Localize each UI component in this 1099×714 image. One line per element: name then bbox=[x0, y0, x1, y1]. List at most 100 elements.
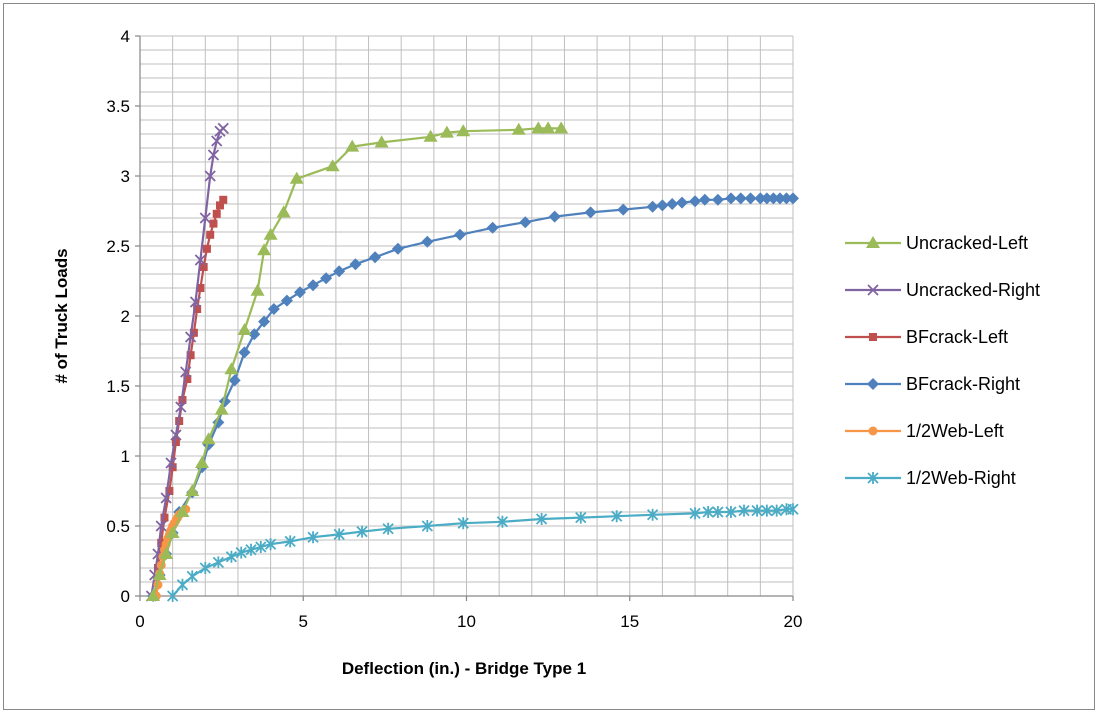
data-point-bfcrack-right bbox=[349, 258, 362, 271]
legend-item-1-2web-right: 1/2Web-Right bbox=[845, 468, 1016, 488]
data-point-bfcrack-right bbox=[617, 203, 630, 216]
data-point-uncracked-right bbox=[170, 429, 182, 441]
data-point-uncracked-right bbox=[175, 401, 187, 413]
data-point-uncracked-left bbox=[511, 122, 526, 135]
data-point-bfcrack-left bbox=[212, 209, 221, 218]
data-point-bfcrack-left bbox=[199, 263, 208, 271]
data-point-1-2web-right bbox=[186, 570, 198, 583]
data-point-bfcrack-right bbox=[248, 328, 261, 341]
data-point-uncracked-left bbox=[374, 135, 389, 148]
data-point-1-2web-right bbox=[176, 578, 189, 591]
y-tick-label: 3.5 bbox=[106, 97, 130, 116]
data-point-1-2web-right bbox=[611, 510, 623, 523]
x-tick-label: 10 bbox=[457, 612, 476, 631]
series-1-2web-right bbox=[167, 503, 799, 602]
data-point-bfcrack-right bbox=[744, 192, 757, 205]
chart-grid bbox=[140, 35, 793, 596]
data-point-1-2web-right bbox=[356, 525, 368, 538]
series-line-bfcrack-right bbox=[152, 197, 793, 597]
series-bfcrack-left bbox=[150, 195, 228, 600]
x-tick-label: 0 bbox=[135, 612, 144, 631]
legend-item-uncracked-left: Uncracked-Left bbox=[845, 233, 1028, 253]
data-point-1-2web-right bbox=[738, 504, 750, 517]
y-tick-label: 1.5 bbox=[106, 377, 130, 396]
data-point-1-2web-right bbox=[535, 513, 548, 525]
data-point-uncracked-left bbox=[146, 589, 161, 601]
legend-label: BFcrack-Left bbox=[906, 327, 1008, 347]
legend-label: Uncracked-Right bbox=[906, 280, 1040, 300]
data-point-bfcrack-right bbox=[787, 192, 799, 205]
data-point-uncracked-left bbox=[423, 129, 438, 142]
data-point-1-2web-right bbox=[575, 511, 587, 524]
data-point-1-2web-right bbox=[787, 503, 799, 516]
x-tick-label: 15 bbox=[620, 612, 639, 631]
legend-item-uncracked-right: Uncracked-Right bbox=[845, 280, 1040, 300]
data-point-bfcrack-right bbox=[238, 346, 251, 359]
y-tick-label: 0.5 bbox=[106, 517, 130, 536]
legend-marker bbox=[867, 378, 879, 390]
data-point-bfcrack-right bbox=[698, 193, 711, 206]
data-point-1-2web-right bbox=[264, 538, 277, 551]
data-point-uncracked-left bbox=[224, 362, 239, 375]
data-point-bfcrack-right bbox=[646, 200, 659, 213]
data-point-1-2web-right bbox=[689, 507, 701, 520]
data-point-bfcrack-right bbox=[656, 199, 669, 212]
data-point-bfcrack-right bbox=[320, 272, 333, 285]
data-point-1-2web-right bbox=[646, 508, 659, 521]
data-point-bfcrack-left bbox=[206, 230, 215, 239]
y-tick-label: 0 bbox=[121, 587, 130, 606]
data-point-bfcrack-left bbox=[219, 195, 228, 204]
legend-label: Uncracked-Left bbox=[906, 233, 1028, 253]
x-tick-label: 5 bbox=[299, 612, 308, 631]
series-line-1-2web-right bbox=[171, 508, 793, 597]
data-point-bfcrack-right bbox=[767, 192, 780, 205]
series-line-uncracked-right bbox=[150, 127, 225, 597]
data-point-uncracked-left bbox=[554, 121, 569, 134]
legend-item-bfcrack-right: BFcrack-Right bbox=[845, 374, 1020, 394]
y-tick-label: 4 bbox=[121, 27, 130, 46]
legend-marker bbox=[867, 472, 879, 484]
data-point-1-2web-right bbox=[712, 506, 724, 518]
data-point-uncracked-left bbox=[257, 243, 272, 256]
data-point-bfcrack-left bbox=[196, 284, 205, 292]
data-point-uncracked-left bbox=[250, 283, 265, 296]
series-bfcrack-right bbox=[147, 192, 799, 602]
data-point-1-2web-right bbox=[421, 520, 433, 532]
data-point-uncracked-right bbox=[217, 122, 229, 135]
data-point-bfcrack-right bbox=[519, 216, 532, 229]
series-uncracked-left bbox=[146, 121, 569, 601]
y-axis-title: # of Truck Loads bbox=[52, 248, 71, 383]
data-point-bfcrack-left bbox=[171, 438, 180, 446]
data-point-bfcrack-right bbox=[391, 242, 404, 255]
legend-label: 1/2Web-Right bbox=[906, 468, 1016, 488]
data-point-1-2web-right bbox=[255, 541, 267, 553]
data-point-bfcrack-left bbox=[193, 305, 202, 313]
data-point-1-2web-right bbox=[333, 528, 345, 541]
data-point-bfcrack-right bbox=[548, 210, 561, 223]
data-point-uncracked-left bbox=[195, 456, 210, 468]
data-point-bfcrack-right bbox=[711, 193, 724, 206]
data-point-uncracked-left bbox=[152, 568, 167, 580]
data-point-1-2web-right bbox=[771, 504, 783, 517]
legend-marker bbox=[867, 284, 879, 296]
data-point-bfcrack-right bbox=[293, 286, 306, 299]
data-point-uncracked-right bbox=[189, 296, 202, 308]
data-point-uncracked-left bbox=[439, 125, 454, 138]
legend-label: BFcrack-Right bbox=[906, 374, 1020, 394]
data-point-1-2web-right bbox=[725, 506, 737, 518]
data-point-uncracked-right bbox=[180, 366, 192, 378]
tick-labels: 0 0.5 1 1.5 2 2.5 3 3.5 4 0 5 10 15 20 bbox=[106, 27, 802, 631]
data-point-bfcrack-right bbox=[228, 374, 241, 387]
data-point-bfcrack-left bbox=[160, 513, 169, 522]
data-point-bfcrack-right bbox=[754, 192, 767, 205]
data-point-1-2web-right bbox=[235, 546, 247, 559]
data-point-uncracked-right bbox=[184, 331, 197, 343]
data-point-bfcrack-left bbox=[215, 201, 224, 210]
y-tick-label: 1 bbox=[121, 447, 130, 466]
data-point-uncracked-left bbox=[263, 227, 278, 240]
data-point-1-2web-right bbox=[496, 515, 509, 528]
data-point-1-2web-right bbox=[225, 550, 238, 563]
data-point-bfcrack-left bbox=[202, 244, 211, 253]
series-layer bbox=[145, 121, 799, 602]
data-point-bfcrack-right bbox=[280, 294, 293, 307]
